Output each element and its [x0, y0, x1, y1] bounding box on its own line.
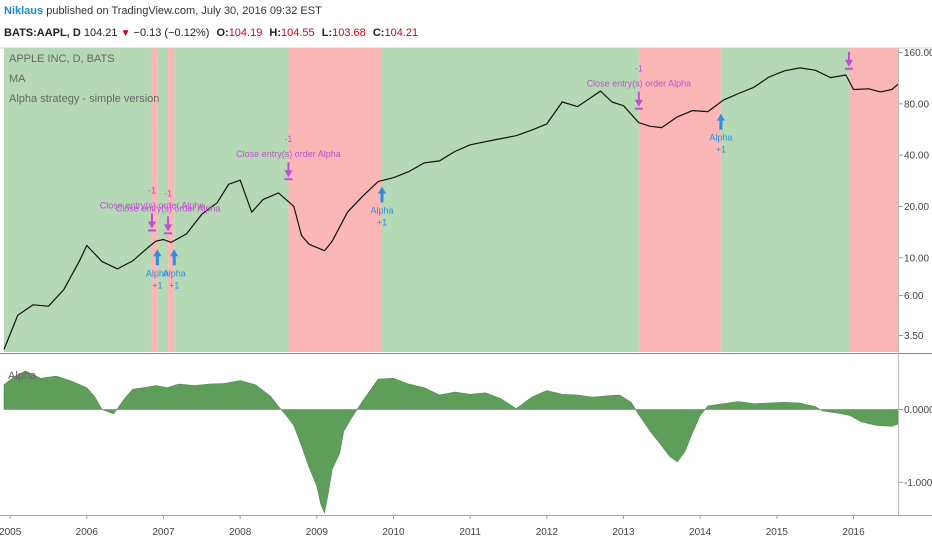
exit-marker[interactable]: Close entry(s) order Alpha -1	[100, 186, 205, 232]
exit-label: Close entry(s) order Alpha	[116, 203, 221, 213]
entry-marker[interactable]: Alpha +1	[163, 249, 186, 290]
time-axis-tick-label: 2015	[766, 527, 789, 538]
exit-label: Close entry(s) order Alpha	[587, 79, 692, 89]
high-value: 104.55	[281, 27, 315, 39]
exit-marker[interactable]: Close entry(s) order Alpha -1	[587, 64, 692, 110]
exit-bar	[284, 178, 293, 181]
alpha-axis-tick-label: -1.0000	[904, 478, 932, 489]
exit-bar	[844, 67, 853, 70]
background-region-flat	[638, 48, 721, 352]
low-label: L:	[321, 27, 333, 39]
price-panel[interactable]: APPLE INC, D, BATS MA Alpha strategy - sim…	[0, 47, 932, 352]
entry-label: Alpha	[146, 268, 169, 278]
exit-label: Close entry(s) order Alpha	[236, 149, 341, 159]
background-region-long	[174, 48, 289, 352]
exit-bar	[147, 229, 156, 232]
entry-label: Alpha	[709, 133, 732, 143]
entry-label: Alpha	[370, 206, 393, 216]
open-value: 104.19	[228, 27, 263, 39]
publish-info: published on TradingView.com, July 30, 2…	[46, 5, 322, 17]
background-region-flat	[151, 48, 158, 352]
exit-bar	[164, 232, 173, 235]
price-change: −0.13 (−0.12%)	[133, 27, 210, 39]
background-region-flat	[848, 48, 898, 352]
price-axis-tick-label: 80.00	[904, 99, 929, 110]
time-axis-tick-label: 2012	[536, 527, 559, 538]
alpha-legend: Alpha	[8, 370, 37, 382]
entry-qty: +1	[152, 280, 162, 290]
time-axis-tick-label: 2016	[842, 527, 865, 538]
entry-arrow-icon	[377, 186, 386, 203]
entry-marker[interactable]: Alpha +1	[146, 249, 169, 290]
entry-qty: +1	[377, 218, 387, 228]
quote-line: BATS:AAPL, D 104.21 ▼ −0.13 (−0.12%) O:1…	[4, 27, 418, 39]
background-region-flat	[168, 48, 175, 352]
price-axis-tick-label: 160.00	[904, 48, 932, 59]
exit-qty: -1	[148, 186, 156, 196]
entry-arrow-icon	[170, 249, 179, 266]
exit-arrow-icon	[844, 51, 853, 67]
price-axis-tick-label: 40.00	[904, 151, 929, 162]
close-label: C:	[372, 27, 385, 39]
time-axis[interactable]: 2005 2006 2007 2008 2009 2010 2011 2012 2013 2014…	[0, 515, 865, 539]
exit-marker[interactable]	[844, 51, 853, 70]
exit-marker[interactable]: Close entry(s) order Alpha -1	[116, 188, 221, 235]
exit-label: Close entry(s) order Alpha	[100, 201, 205, 211]
high-label: H:	[269, 27, 282, 39]
time-axis-tick-label: 2005	[0, 527, 22, 538]
legend-item-1: MA	[9, 73, 26, 85]
time-axis-tick-label: 2013	[612, 527, 635, 538]
entry-arrow-icon	[153, 249, 162, 266]
exit-marker[interactable]: Close entry(s) order Alpha -1	[236, 134, 341, 181]
symbol-label: BATS:AAPL, D	[4, 27, 81, 39]
publish-line: Niklaus published on TradingView.com, Ju…	[4, 5, 322, 17]
author-link[interactable]: Niklaus	[4, 5, 44, 17]
time-axis-tick-label: 2011	[459, 527, 481, 538]
exit-qty: -1	[164, 188, 172, 198]
background-region-long	[4, 48, 152, 352]
background-region-long	[381, 48, 639, 352]
exit-qty: -1	[284, 134, 292, 144]
exit-bar	[634, 107, 643, 110]
alpha-axis-tick-label: 0.0000	[904, 405, 932, 416]
price-axis-tick-label: 10.00	[904, 253, 929, 264]
price-series-line[interactable]	[3, 67, 899, 350]
entry-marker[interactable]: Alpha +1	[370, 186, 394, 228]
alpha-panel[interactable]: Alpha 0.0000 -1.0000	[3, 370, 932, 514]
background-region-long	[157, 48, 169, 352]
price-axis-tick-label: 6.00	[904, 291, 924, 302]
entry-qty: +1	[716, 145, 726, 155]
close-value: 104.21	[384, 27, 419, 39]
time-axis-tick-label: 2014	[689, 527, 712, 538]
low-value: 103.68	[332, 27, 366, 39]
exit-arrow-icon	[164, 216, 173, 232]
time-axis-tick-label: 2008	[229, 527, 252, 538]
down-arrow-icon: ▼	[120, 28, 131, 39]
alpha-area[interactable]	[3, 370, 899, 514]
time-axis-tick-label: 2010	[382, 527, 405, 538]
exit-qty: -1	[635, 64, 643, 74]
exit-arrow-icon	[147, 213, 156, 229]
time-axis-tick-label: 2009	[306, 527, 329, 538]
background-region-flat	[288, 48, 382, 352]
background-region-long	[720, 48, 849, 352]
exit-arrow-icon	[634, 91, 643, 107]
exit-arrow-icon	[284, 162, 293, 178]
last-price: 104.21	[83, 27, 118, 39]
open-label: O:	[216, 27, 229, 39]
entry-arrow-icon	[716, 113, 725, 130]
time-axis-tick-label: 2006	[76, 527, 99, 538]
price-axis-tick-label: 20.00	[904, 202, 929, 213]
legend-item-2: Alpha strategy - simple version	[9, 93, 159, 105]
legend-item-0: APPLE INC, D, BATS	[9, 53, 115, 65]
entry-label: Alpha	[163, 268, 186, 278]
price-axis-tick-label: 3.50	[904, 331, 924, 342]
entry-qty: +1	[169, 280, 179, 290]
entry-marker[interactable]: Alpha +1	[709, 113, 732, 155]
time-axis-tick-label: 2007	[152, 527, 175, 538]
